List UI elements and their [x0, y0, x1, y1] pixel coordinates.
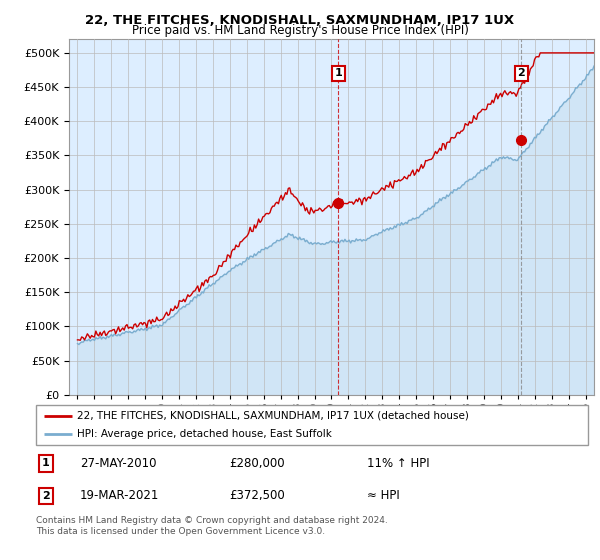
- Text: 11% ↑ HPI: 11% ↑ HPI: [367, 457, 430, 470]
- Text: HPI: Average price, detached house, East Suffolk: HPI: Average price, detached house, East…: [77, 430, 332, 439]
- Text: £280,000: £280,000: [229, 457, 285, 470]
- Text: 27-MAY-2010: 27-MAY-2010: [80, 457, 157, 470]
- Text: £372,500: £372,500: [229, 489, 285, 502]
- FancyBboxPatch shape: [36, 405, 588, 445]
- Text: Contains HM Land Registry data © Crown copyright and database right 2024.
This d: Contains HM Land Registry data © Crown c…: [36, 516, 388, 536]
- Text: ≈ HPI: ≈ HPI: [367, 489, 400, 502]
- Text: 22, THE FITCHES, KNODISHALL, SAXMUNDHAM, IP17 1UX: 22, THE FITCHES, KNODISHALL, SAXMUNDHAM,…: [85, 14, 515, 27]
- Text: 2: 2: [517, 68, 525, 78]
- Text: 2: 2: [42, 491, 50, 501]
- Text: Price paid vs. HM Land Registry's House Price Index (HPI): Price paid vs. HM Land Registry's House …: [131, 24, 469, 37]
- Text: 22, THE FITCHES, KNODISHALL, SAXMUNDHAM, IP17 1UX (detached house): 22, THE FITCHES, KNODISHALL, SAXMUNDHAM,…: [77, 411, 469, 421]
- Text: 1: 1: [334, 68, 342, 78]
- Text: 19-MAR-2021: 19-MAR-2021: [80, 489, 160, 502]
- Text: 1: 1: [42, 459, 50, 469]
